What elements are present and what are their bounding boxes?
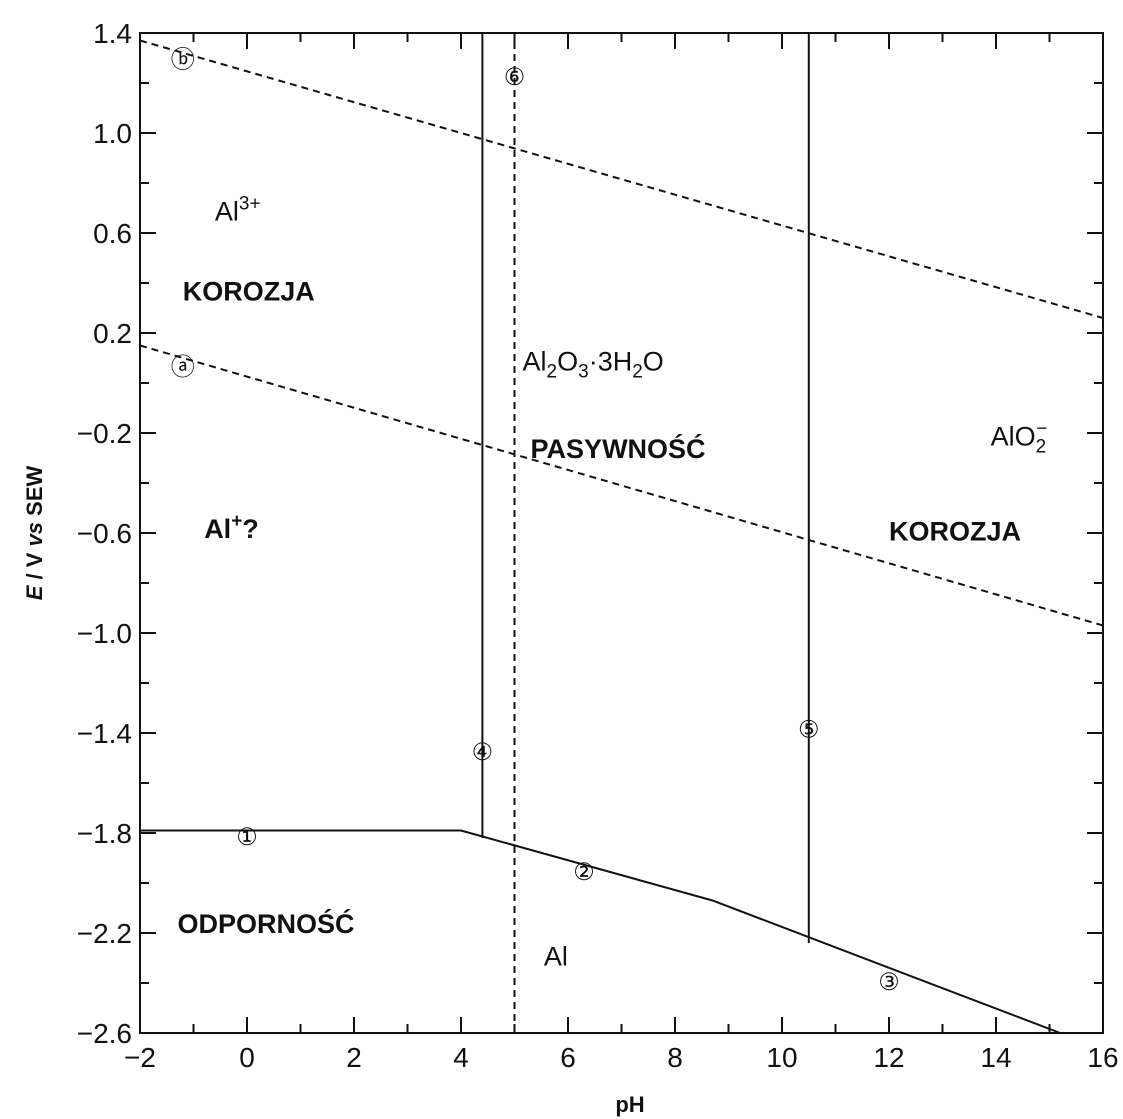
series-lines (139, 33, 1104, 1034)
annotation-part: O (557, 347, 578, 377)
annotation-part: + (231, 511, 242, 532)
x-axis-title: pH (615, 1092, 644, 1117)
y-tick-label: −0.6 (77, 518, 132, 549)
annotation-alo2: AlO2− (991, 419, 1048, 458)
x-tick-label: 6 (560, 1042, 576, 1073)
x-tick-label: 14 (980, 1042, 1011, 1073)
annotation-part: 2 (632, 362, 643, 383)
x-tick-label: 10 (766, 1042, 797, 1073)
y-axis-title-part: / (22, 573, 47, 585)
annotation-part: Al (523, 347, 547, 377)
marker-2: ② (573, 859, 595, 886)
boundary-markers: ① ② ③ ④ ⑤ ⑥ ⓐ ⓑ (171, 47, 900, 997)
y-axis-title: E / V vs SEW (22, 466, 47, 601)
x-tick-label: 12 (873, 1042, 904, 1073)
annotation-part: 2 (547, 362, 558, 383)
annotation-part: Al (215, 197, 239, 227)
x-tick-label: 8 (667, 1042, 683, 1073)
y-tick-label: −0.2 (77, 418, 132, 449)
annotation-part: O (643, 347, 664, 377)
marker-1: ① (236, 824, 258, 851)
y-tick-label: −2.6 (77, 1018, 132, 1049)
boundary-line-1 (140, 829, 1061, 1034)
y-axis-title-part: vs (22, 522, 47, 553)
y-axis-title-part: SEW (22, 466, 47, 522)
x-tick-label: 0 (239, 1042, 255, 1073)
annotation-odpornosc: ODPORNOŚĆ (177, 908, 354, 939)
y-tick-label: −1.0 (77, 618, 132, 649)
x-tick-label: 2 (346, 1042, 362, 1073)
annotation-part: AlO (991, 422, 1036, 452)
y-tick-label: −2.2 (77, 918, 132, 949)
y-axis-title-part: V (22, 552, 47, 573)
marker-4: ④ (472, 739, 494, 766)
annotation-korozja-right: KOROZJA (889, 517, 1021, 547)
marker-6: ⑥ (504, 64, 526, 91)
annotation-al-plus: Al+? (204, 511, 259, 544)
annotation-al2o3: Al2O3·3H2O (523, 347, 664, 383)
annotation-al-metal: Al (544, 942, 568, 972)
axis-ticks: −2 0 2 4 6 8 10 12 14 161.41.00.60.2−0.2−0.6−1.0−… (77, 18, 1119, 1073)
x-tick-label: −2 (124, 1042, 156, 1073)
x-tick-label: 16 (1087, 1042, 1118, 1073)
annotation-part: 2 (1036, 437, 1047, 458)
marker-7: ⓐ (171, 354, 195, 381)
annotation-pasywnosc: PASYWNOŚĆ (531, 433, 706, 464)
y-axis-title-part: E (22, 584, 47, 600)
region-annotations: Al3+KOROZJAAl+?ODPORNOŚĆAl2O3·3H2OPASYWN… (177, 194, 1047, 972)
y-tick-label: 1.4 (93, 18, 132, 49)
x-tick-label: 4 (453, 1042, 469, 1073)
annotation-part: Al (204, 514, 231, 544)
y-tick-label: −1.4 (77, 718, 132, 749)
y-tick-label: −1.8 (77, 818, 132, 849)
marker-5: ⑤ (798, 717, 820, 744)
boundary-line-5 (139, 344, 1104, 627)
y-tick-label: 0.2 (93, 318, 132, 349)
marker-8: ⓑ (171, 47, 195, 74)
annotation-korozja-left: KOROZJA (183, 277, 315, 307)
annotation-part: 3+ (239, 194, 261, 215)
annotation-part: ? (242, 514, 259, 544)
annotation-al3: Al3+ (215, 194, 261, 227)
y-tick-label: 1.0 (93, 118, 132, 149)
annotation-part: 3 (578, 362, 589, 383)
marker-3: ③ (878, 969, 900, 996)
annotation-part: ·3H (589, 347, 633, 377)
annotation-part: − (1036, 419, 1047, 440)
y-tick-label: 0.6 (93, 218, 132, 249)
